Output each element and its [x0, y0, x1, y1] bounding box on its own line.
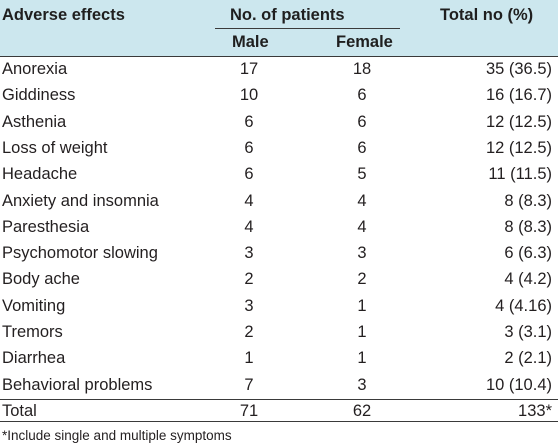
row-name: Diarrhea: [2, 349, 66, 368]
row-female: 6: [357, 112, 367, 131]
row-female: 6: [357, 138, 367, 157]
row-total: 12 (12.5): [485, 138, 552, 157]
row-male: 17: [239, 60, 259, 78]
row-male: 3: [244, 244, 254, 263]
row-total: 2 (2.1): [504, 349, 552, 368]
total-row-name: Total: [2, 401, 37, 420]
table-header: Adverse effects No. of patients Total no…: [0, 0, 558, 56]
row-male: 4: [244, 191, 254, 210]
row-name: Paresthesia: [2, 217, 90, 236]
footnote: *Include single and multiple symptoms: [2, 428, 232, 443]
row-name: Psychomotor slowing: [2, 244, 158, 263]
total-row-female: 62: [352, 401, 372, 420]
row-female: 5: [357, 165, 367, 184]
row-total: 3 (3.1): [504, 323, 552, 341]
row-total: 4 (4.2): [504, 270, 552, 289]
row-total: 16 (16.7): [485, 86, 552, 105]
row-name: Anxiety and insomnia: [2, 191, 159, 210]
table-bottom-rule: [0, 421, 558, 422]
total-row-rule: [0, 398, 558, 400]
row-male: 2: [244, 323, 254, 341]
row-male: 3: [244, 296, 254, 315]
row-female: 18: [352, 60, 372, 78]
header-no-of-patients: No. of patients: [230, 6, 345, 24]
row-name: Asthenia: [2, 112, 67, 131]
subheader-divider: [215, 28, 400, 29]
row-female: 1: [357, 349, 367, 368]
row-name: Vomiting: [2, 296, 66, 315]
row-total: 8 (8.3): [504, 217, 552, 236]
row-male: 6: [244, 112, 254, 131]
total-row-male: 71: [239, 401, 259, 420]
header-male: Male: [232, 33, 269, 51]
header-bottom-rule: [0, 56, 558, 57]
row-female: 3: [357, 375, 367, 394]
row-male: 7: [244, 375, 254, 394]
row-female: 3: [357, 244, 367, 263]
row-total: 4 (4.16): [495, 296, 552, 315]
row-total: 12 (12.5): [485, 112, 552, 131]
row-male: 6: [244, 138, 254, 157]
row-name: Anorexia: [2, 60, 68, 78]
row-total: 10 (10.4): [485, 375, 552, 394]
row-name: Body ache: [2, 270, 80, 289]
row-male: 10: [239, 86, 259, 105]
row-female: 1: [357, 296, 367, 315]
row-female: 2: [357, 270, 367, 289]
row-male: 6: [244, 165, 254, 184]
total-row-total: 133*: [518, 401, 552, 420]
row-name: Tremors: [2, 323, 63, 341]
row-name: Giddiness: [2, 86, 76, 105]
row-name: Loss of weight: [2, 138, 108, 157]
header-female: Female: [336, 33, 393, 51]
row-male: 1: [244, 349, 254, 368]
header-total-no: Total no (%): [440, 6, 534, 24]
row-male: 4: [244, 217, 254, 236]
row-total: 8 (8.3): [504, 191, 552, 210]
row-total: 35 (36.5): [485, 60, 552, 78]
row-female: 4: [357, 191, 367, 210]
row-name: Headache: [2, 165, 78, 184]
row-female: 1: [357, 323, 367, 341]
header-adverse-effects: Adverse effects: [2, 6, 125, 24]
row-name: Behavioral problems: [2, 375, 153, 394]
row-male: 2: [244, 270, 254, 289]
row-female: 4: [357, 217, 367, 236]
row-total: 6 (6.3): [504, 244, 552, 263]
row-female: 6: [357, 86, 367, 105]
row-total: 11 (11.5): [488, 165, 552, 184]
